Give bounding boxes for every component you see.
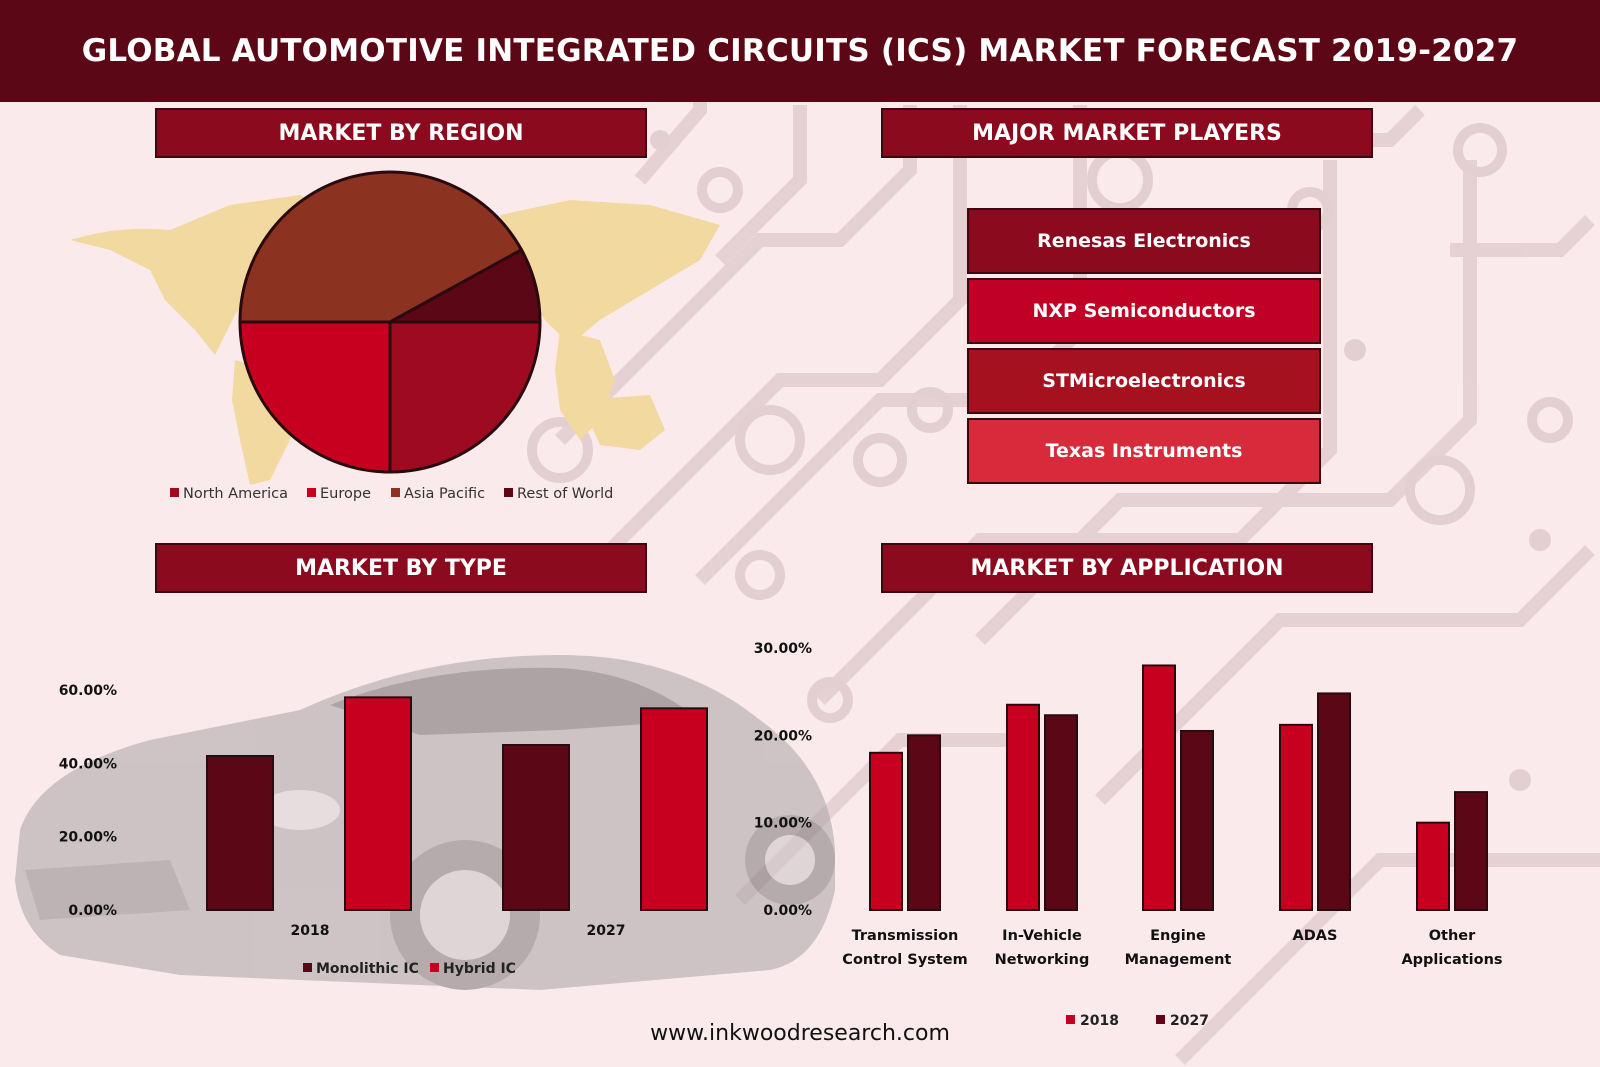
legend-swatch — [1066, 1015, 1075, 1024]
y-tick-label: 20.00% — [754, 728, 812, 744]
pie-slice-europe — [238, 320, 392, 474]
y-tick-label: 40.00% — [59, 756, 117, 772]
bar-monolithic-ic-2027 — [502, 744, 570, 911]
type-bar-chart: 0.00% 20.00% 40.00% 60.00% 2018 2027 Monolithi… — [59, 683, 708, 977]
section-title-type: MARKET BY TYPE — [155, 543, 647, 593]
section-title-players: MAJOR MARKET PLAYERS — [881, 108, 1373, 158]
y-tick-label: 10.00% — [754, 816, 812, 832]
x-tick-label: 2018 — [291, 923, 330, 939]
legend-label: Rest of World — [517, 486, 613, 502]
section-title-application: MARKET BY APPLICATION — [881, 543, 1373, 593]
legend-swatch — [1156, 1015, 1165, 1024]
legend-label: Asia Pacific — [404, 486, 485, 502]
pie-slice-asia-pacific — [238, 170, 524, 324]
y-tick-label: 30.00% — [754, 641, 812, 657]
circuit-nodes — [527, 123, 1573, 723]
x-tick-label: Networking — [995, 952, 1090, 968]
bar-2018-engine-management — [1142, 664, 1176, 912]
bar-2018-in-vehicle-networking — [1006, 703, 1040, 911]
region-pie-chart — [238, 170, 542, 474]
player-renesas: Renesas Electronics — [967, 208, 1321, 274]
y-tick-label: 0.00% — [68, 903, 117, 919]
bar-hybrid-ic-2027 — [640, 707, 708, 911]
y-tick-label: 60.00% — [59, 683, 117, 699]
bar-2027-adas — [1317, 692, 1351, 911]
x-tick-label: Management — [1125, 952, 1232, 968]
x-tick-label: 2027 — [587, 923, 626, 939]
legend-swatch — [504, 488, 513, 497]
y-tick-label: 20.00% — [59, 830, 117, 846]
footer-url: www.inkwoodresearch.com — [650, 1021, 950, 1046]
bar-2027-transmission-control-system — [907, 734, 941, 911]
legend-swatch — [303, 963, 312, 972]
player-texas-instruments: Texas Instruments — [967, 418, 1321, 484]
legend-label: Europe — [320, 486, 371, 502]
bar-2027-in-vehicle-networking — [1044, 714, 1078, 911]
legend-swatch — [391, 488, 400, 497]
bar-2027-other-applications — [1454, 791, 1488, 911]
x-tick-label: Other — [1429, 928, 1476, 944]
x-tick-label: In-Vehicle — [1002, 928, 1082, 944]
legend-label: Hybrid IC — [443, 961, 516, 977]
bar-2018-transmission-control-system — [869, 751, 903, 911]
section-title-region: MARKET BY REGION — [155, 108, 647, 158]
legend-label: 2018 — [1080, 1013, 1119, 1029]
application-bar-chart: 0.00% 10.00% 20.00% 30.00% Transmission Contr… — [754, 641, 1503, 1029]
x-tick-label: Engine — [1150, 928, 1206, 944]
header-banner: GLOBAL AUTOMOTIVE INTEGRATED CIRCUITS (I… — [0, 0, 1600, 102]
x-tick-label: Control System — [842, 952, 967, 968]
legend-swatch — [430, 963, 439, 972]
legend-swatch — [170, 488, 179, 497]
legend-label: Monolithic IC — [316, 961, 419, 977]
bar-2018-adas — [1279, 723, 1313, 911]
legend-label: 2027 — [1170, 1013, 1209, 1029]
y-tick-label: 0.00% — [763, 903, 812, 919]
region-pie-legend: North America Europe Asia Pacific Rest of W… — [170, 486, 613, 502]
x-tick-label: Transmission — [852, 928, 959, 944]
x-tick-label: ADAS — [1293, 928, 1338, 944]
pie-slice-north-america — [388, 320, 542, 474]
legend-label: North America — [183, 486, 288, 502]
bar-hybrid-ic-2018 — [344, 696, 412, 911]
bar-2027-engine-management — [1180, 729, 1214, 912]
x-tick-label: Applications — [1401, 952, 1502, 968]
bar-2018-other-applications — [1416, 821, 1450, 912]
page-title: GLOBAL AUTOMOTIVE INTEGRATED CIRCUITS (I… — [81, 33, 1519, 69]
bar-monolithic-ic-2018 — [206, 755, 274, 911]
legend-swatch — [307, 488, 316, 497]
player-nxp: NXP Semiconductors — [967, 278, 1321, 344]
player-stmicro: STMicroelectronics — [967, 348, 1321, 414]
circuit-dots — [650, 130, 1551, 791]
